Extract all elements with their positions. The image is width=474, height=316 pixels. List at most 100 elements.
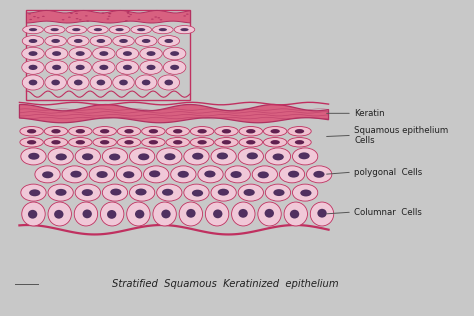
Ellipse shape — [100, 65, 109, 70]
Ellipse shape — [153, 26, 173, 34]
Ellipse shape — [82, 210, 92, 218]
Ellipse shape — [164, 39, 173, 43]
Ellipse shape — [28, 153, 39, 160]
Ellipse shape — [158, 75, 180, 90]
Ellipse shape — [27, 140, 36, 144]
Ellipse shape — [22, 47, 44, 60]
Ellipse shape — [29, 19, 32, 20]
Ellipse shape — [136, 189, 146, 196]
Ellipse shape — [153, 202, 176, 226]
Ellipse shape — [76, 129, 85, 133]
Ellipse shape — [164, 47, 186, 60]
Ellipse shape — [136, 75, 157, 90]
Polygon shape — [27, 10, 191, 23]
Ellipse shape — [144, 166, 169, 183]
Ellipse shape — [197, 140, 207, 144]
Ellipse shape — [264, 137, 287, 147]
Ellipse shape — [166, 137, 190, 147]
Ellipse shape — [67, 75, 89, 90]
Ellipse shape — [22, 36, 44, 46]
Ellipse shape — [127, 202, 150, 226]
Ellipse shape — [119, 80, 128, 85]
Ellipse shape — [110, 189, 121, 196]
Ellipse shape — [292, 148, 318, 165]
Ellipse shape — [20, 126, 43, 136]
Ellipse shape — [118, 126, 141, 136]
Ellipse shape — [313, 171, 325, 178]
Ellipse shape — [102, 184, 128, 201]
Ellipse shape — [94, 28, 102, 31]
Ellipse shape — [164, 60, 186, 74]
Ellipse shape — [46, 47, 68, 60]
Ellipse shape — [62, 19, 64, 20]
Text: polygonal  Cells: polygonal Cells — [354, 168, 422, 177]
Ellipse shape — [109, 13, 111, 14]
Ellipse shape — [157, 148, 182, 165]
Ellipse shape — [239, 126, 263, 136]
Ellipse shape — [116, 60, 139, 74]
Ellipse shape — [44, 126, 68, 136]
Ellipse shape — [70, 171, 82, 178]
Ellipse shape — [295, 129, 304, 133]
Ellipse shape — [161, 210, 171, 218]
Ellipse shape — [273, 154, 284, 161]
Ellipse shape — [295, 140, 304, 144]
Ellipse shape — [22, 75, 44, 90]
Ellipse shape — [20, 137, 43, 147]
Ellipse shape — [23, 26, 43, 34]
Ellipse shape — [222, 129, 231, 133]
Ellipse shape — [107, 18, 109, 20]
Ellipse shape — [215, 126, 238, 136]
Ellipse shape — [44, 137, 68, 147]
Ellipse shape — [75, 148, 100, 165]
Ellipse shape — [157, 184, 182, 201]
Text: Stratified  Squamous  Keratinized  epithelium: Stratified Squamous Keratinized epitheli… — [112, 279, 339, 289]
Ellipse shape — [246, 129, 255, 133]
Ellipse shape — [318, 209, 327, 218]
Ellipse shape — [299, 152, 310, 159]
Ellipse shape — [246, 140, 255, 144]
Ellipse shape — [67, 36, 89, 46]
Ellipse shape — [225, 166, 250, 183]
Ellipse shape — [68, 17, 71, 18]
Ellipse shape — [82, 189, 93, 196]
Ellipse shape — [284, 202, 308, 226]
Ellipse shape — [146, 65, 155, 70]
Ellipse shape — [213, 210, 222, 218]
Ellipse shape — [239, 137, 263, 147]
Ellipse shape — [198, 166, 223, 183]
Ellipse shape — [69, 60, 91, 74]
Ellipse shape — [28, 210, 37, 219]
Ellipse shape — [29, 28, 37, 31]
Ellipse shape — [45, 75, 66, 90]
Ellipse shape — [76, 51, 85, 56]
Ellipse shape — [173, 140, 182, 144]
Ellipse shape — [72, 28, 81, 31]
Ellipse shape — [205, 202, 229, 226]
Ellipse shape — [51, 129, 61, 133]
Ellipse shape — [191, 137, 214, 147]
Ellipse shape — [66, 26, 87, 34]
Ellipse shape — [22, 60, 44, 74]
Ellipse shape — [21, 148, 46, 165]
Ellipse shape — [244, 189, 255, 196]
Ellipse shape — [170, 51, 179, 56]
Ellipse shape — [75, 13, 78, 14]
Ellipse shape — [204, 171, 216, 178]
Ellipse shape — [128, 16, 130, 17]
Ellipse shape — [118, 137, 141, 147]
Ellipse shape — [186, 14, 189, 15]
Ellipse shape — [173, 129, 182, 133]
Ellipse shape — [271, 129, 280, 133]
Ellipse shape — [51, 28, 59, 31]
Ellipse shape — [109, 26, 130, 34]
Ellipse shape — [140, 47, 162, 60]
Ellipse shape — [232, 202, 255, 226]
Ellipse shape — [288, 171, 299, 178]
Ellipse shape — [108, 13, 111, 14]
Ellipse shape — [90, 36, 112, 46]
Ellipse shape — [28, 51, 37, 56]
Ellipse shape — [258, 171, 269, 178]
Ellipse shape — [35, 166, 60, 183]
Ellipse shape — [33, 16, 36, 17]
